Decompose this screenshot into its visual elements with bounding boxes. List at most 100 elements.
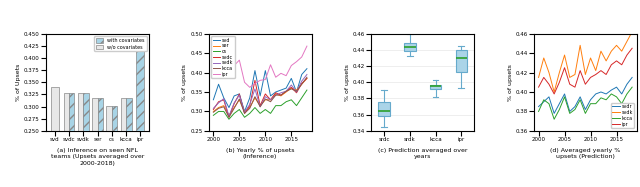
cs <box>214 110 222 113</box>
svdk <box>545 71 553 74</box>
Bar <box>106 106 112 187</box>
ipr <box>298 56 305 58</box>
ser <box>287 87 295 89</box>
svdr <box>561 93 568 95</box>
svdk <box>582 73 589 76</box>
svdk <box>256 106 264 108</box>
svdr <box>618 93 625 95</box>
Y-axis label: % of upsets: % of upsets <box>508 64 513 101</box>
svdk <box>628 31 636 33</box>
svd <box>287 77 295 79</box>
X-axis label: (d) Averaged yearly %
upsets (Prediction): (d) Averaged yearly % upsets (Prediction… <box>550 148 620 159</box>
svdr <box>535 105 543 108</box>
kcca <box>628 86 636 88</box>
kcca <box>251 96 259 98</box>
svdr <box>556 102 563 105</box>
svdk <box>277 92 285 94</box>
ipr <box>292 61 300 63</box>
svdk <box>241 111 248 113</box>
svdk <box>298 80 305 82</box>
ipr <box>576 70 584 72</box>
Line: svd: svd <box>213 69 307 111</box>
svdk <box>214 102 222 104</box>
svdr <box>587 99 595 101</box>
cs <box>251 106 259 109</box>
ipr <box>571 86 579 88</box>
svdc <box>287 86 295 88</box>
Bar <box>78 93 83 187</box>
kcca <box>556 108 563 111</box>
cs <box>225 118 233 120</box>
Bar <box>69 93 74 187</box>
svdr <box>597 91 605 93</box>
svdr <box>623 83 631 85</box>
ser <box>246 106 253 109</box>
Bar <box>92 98 97 187</box>
ser <box>298 83 305 85</box>
kcca <box>292 90 300 92</box>
svdk <box>251 88 259 90</box>
cs <box>277 105 285 107</box>
kcca <box>220 106 228 108</box>
Legend: with covariates, w/o covariates: with covariates, w/o covariates <box>94 36 147 51</box>
kcca <box>582 112 589 114</box>
svdk <box>540 57 548 59</box>
svdr <box>592 93 600 95</box>
svdc <box>303 77 311 79</box>
ser <box>225 114 233 117</box>
ipr <box>214 54 222 56</box>
ipr <box>612 60 620 62</box>
svdk <box>236 94 243 96</box>
svdk <box>576 44 584 46</box>
svd <box>282 87 290 89</box>
svdc <box>298 82 305 85</box>
svd <box>230 95 238 97</box>
cs <box>292 105 300 107</box>
cs <box>272 105 280 107</box>
cs <box>282 101 290 103</box>
Line: svdr: svdr <box>539 77 632 113</box>
Legend: svd, ser, cs, svdc, svdk, kcca, ipr: svd, ser, cs, svdc, svdk, kcca, ipr <box>211 36 235 78</box>
ipr <box>540 76 548 79</box>
kcca <box>209 111 217 113</box>
kcca <box>561 96 568 98</box>
cs <box>246 112 253 114</box>
kcca <box>607 93 615 95</box>
svdc <box>220 99 228 101</box>
svdc <box>214 101 222 103</box>
cs <box>287 99 295 101</box>
svdr <box>540 101 548 103</box>
Line: svdc: svdc <box>213 78 307 117</box>
ser <box>262 99 269 101</box>
ser <box>267 99 275 101</box>
svdk <box>225 115 233 117</box>
kcca <box>540 99 548 101</box>
svdk <box>272 94 280 96</box>
PathPatch shape <box>378 102 390 116</box>
Y-axis label: % of upsets: % of upsets <box>182 64 188 101</box>
Line: ipr: ipr <box>539 48 632 94</box>
ser <box>282 91 290 93</box>
svdc <box>277 94 285 96</box>
kcca <box>267 101 275 103</box>
X-axis label: (b) Yearly % of upsets
(Inference): (b) Yearly % of upsets (Inference) <box>226 148 294 159</box>
svdc <box>256 105 264 107</box>
ipr <box>582 83 589 85</box>
kcca <box>256 106 264 108</box>
ipr <box>607 64 615 66</box>
svdr <box>602 93 610 95</box>
kcca <box>602 99 610 101</box>
svdr <box>550 112 558 114</box>
PathPatch shape <box>430 85 442 89</box>
kcca <box>592 102 600 105</box>
svdk <box>209 107 217 109</box>
Bar <box>97 98 103 187</box>
svdk <box>550 91 558 93</box>
svdc <box>246 105 253 107</box>
svd <box>246 97 253 99</box>
kcca <box>623 93 631 95</box>
svd <box>267 95 275 97</box>
svd <box>262 70 269 72</box>
svdk <box>535 76 543 79</box>
kcca <box>576 99 584 101</box>
